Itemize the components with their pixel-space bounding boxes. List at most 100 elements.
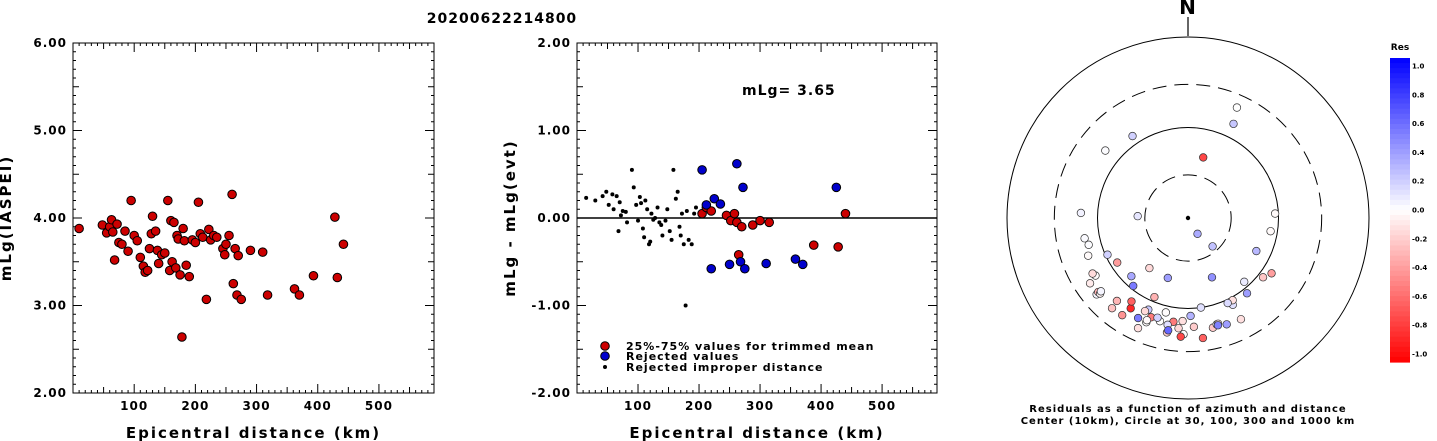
improper-distance-point: [660, 233, 665, 238]
rejected-point: [732, 158, 742, 169]
polar-caption-line1: Residuals as a function of azimuth and d…: [1029, 404, 1346, 415]
residual-point: [1127, 297, 1136, 306]
improper-distance-point: [692, 211, 697, 216]
residual-point: [1222, 320, 1231, 329]
rejected-point: [739, 263, 750, 274]
x-tick-label: 100: [624, 399, 652, 413]
data-point: [289, 284, 300, 294]
residual-point: [1213, 321, 1223, 330]
data-point: [221, 239, 231, 250]
improper-distance-point: [671, 167, 676, 172]
improper-distance-point: [640, 226, 645, 231]
improper-distance-point: [665, 207, 670, 212]
distance-rings: [1006, 36, 1370, 400]
data-point: [294, 290, 305, 300]
residual-point: [1196, 303, 1206, 312]
colorbar-tick-label: -0.2: [1412, 235, 1427, 243]
data-point: [132, 235, 143, 246]
colorbar-segment: [1390, 139, 1410, 145]
y-tick-label: -1.00: [531, 299, 571, 313]
colorbar-segment: [1390, 336, 1410, 343]
colorbar-segment: [1390, 164, 1410, 171]
data-point: [184, 271, 195, 282]
residual-point: [1112, 296, 1122, 306]
colorbar-segment: [1390, 93, 1410, 100]
residual-point: [1266, 227, 1275, 236]
legend-marker-trimmed: [600, 341, 610, 351]
improper-distance-point: [610, 192, 615, 197]
colorbar-segment: [1390, 301, 1410, 307]
residual-colorbar: Res 1.0 0.8 0.6 0.4 0.2 0.0 -0.2 -0.4 -0.6 -0.8 -1…: [1390, 43, 1427, 363]
colorbar-segment: [1390, 184, 1410, 191]
rejected-point: [709, 193, 720, 204]
improper-distance-point: [679, 211, 684, 216]
residual-point: [1208, 242, 1217, 251]
data-point: [135, 252, 146, 263]
colorbar-segment: [1390, 321, 1410, 328]
colorbar-segment: [1390, 255, 1410, 262]
residual-point: [1161, 308, 1170, 317]
colorbar-segment: [1390, 78, 1410, 84]
data-point: [228, 278, 239, 289]
residual-point: [1084, 251, 1093, 260]
data-point: [190, 237, 201, 248]
center-dot: [1185, 215, 1191, 221]
rejected-point: [738, 182, 748, 193]
improper-distance-point: [649, 211, 654, 216]
residual-points: [1076, 103, 1280, 343]
residual-point: [1129, 281, 1138, 291]
y-tick-label: 4.00: [33, 211, 67, 225]
residual-point: [1118, 311, 1127, 320]
residual-point: [1163, 273, 1172, 283]
improper-distance-point: [584, 195, 589, 200]
colorbar-segment: [1390, 83, 1410, 89]
plot-frame: [72, 42, 435, 394]
residual-vs-distance-plot: mLg= 3.65 25%-75% values for trimmed mea…: [501, 36, 938, 441]
trimmed-mean-point: [747, 220, 758, 230]
data-point: [123, 246, 133, 257]
magnitude-vs-distance-plot: 100 200 300 400 500 2.00 3.00 4.00 5.00 6.00 Epice…: [0, 36, 435, 441]
colorbar-segment: [1390, 154, 1410, 160]
colorbar-segment: [1390, 260, 1410, 267]
colorbar-tick-label: 1.0: [1412, 63, 1425, 71]
improper-distance-point: [631, 185, 636, 190]
data-point: [224, 230, 234, 241]
data-point: [112, 219, 122, 229]
ring-1000km: [1006, 36, 1370, 400]
x-tick-label: 300: [746, 399, 774, 413]
data-point: [211, 232, 222, 243]
residual-point: [1076, 208, 1086, 218]
improper-distance-point: [625, 220, 630, 225]
colorbar-segment: [1390, 169, 1410, 176]
colorbar-segment: [1390, 108, 1410, 115]
residual-point: [1085, 279, 1095, 288]
residual-point: [1199, 153, 1208, 162]
colorbar-segment: [1390, 134, 1410, 140]
x-tick-label: 500: [868, 399, 896, 413]
data-point: [219, 249, 230, 260]
improper-distance-point: [663, 218, 668, 223]
colorbar-segment: [1390, 144, 1410, 150]
data-point: [330, 212, 340, 222]
improper-distance-point: [604, 189, 609, 194]
colorbar-segment: [1390, 210, 1410, 216]
improper-distance-point: [618, 213, 623, 218]
colorbar-segment: [1390, 113, 1410, 120]
data-point: [201, 294, 212, 305]
rejected-point: [701, 200, 712, 210]
figure-title: 20200622214800: [427, 11, 577, 27]
improper-distance-point: [693, 205, 698, 210]
data-point: [245, 245, 256, 256]
improper-distance-point: [623, 209, 628, 214]
data-points: [74, 189, 349, 342]
residual-point: [1126, 304, 1135, 313]
data-point: [193, 197, 204, 208]
residual-point: [1174, 324, 1183, 333]
y-axis-label: mLg(IASPEI): [0, 155, 15, 281]
colorbar-segment: [1390, 63, 1410, 69]
residual-point: [1096, 287, 1106, 296]
residual-point: [1186, 311, 1195, 321]
x-tick-label: 100: [120, 399, 148, 413]
colorbar-segment: [1390, 199, 1410, 206]
improper-distance-point: [645, 207, 650, 212]
